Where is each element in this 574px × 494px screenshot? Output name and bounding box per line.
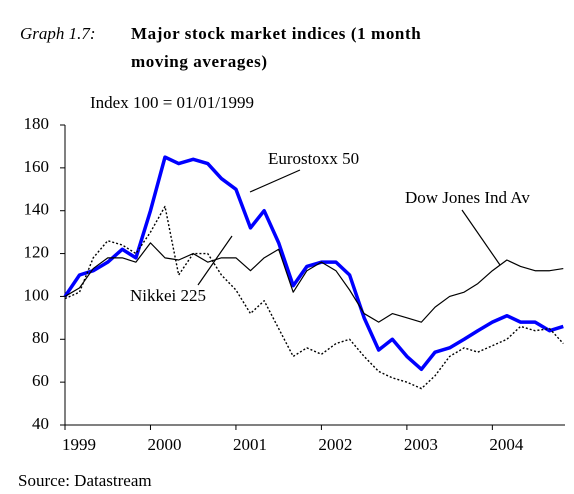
series-line xyxy=(64,242,564,323)
annotation-line xyxy=(461,209,501,266)
annotation-line xyxy=(249,169,301,193)
series-label: Eurostoxx 50 xyxy=(268,149,359,168)
series-label: Dow Jones Ind Av xyxy=(405,188,530,207)
y-tick-label: 80 xyxy=(32,328,49,347)
annotation-line xyxy=(197,235,233,286)
x-tick-label: 1999 xyxy=(62,435,96,454)
series-label: Nikkei 225 xyxy=(130,286,206,305)
x-tick-label: 2003 xyxy=(404,435,438,454)
source: Source: Datastream xyxy=(18,471,152,490)
y-tick-label: 60 xyxy=(32,371,49,390)
chart-title: Major stock market indices (1 month xyxy=(131,24,421,43)
subtitle: Index 100 = 01/01/1999 xyxy=(90,93,254,112)
x-tick-label: 2002 xyxy=(318,435,352,454)
y-tick-label: 160 xyxy=(24,157,50,176)
chart-title: moving averages) xyxy=(131,52,268,71)
y-tick-label: 180 xyxy=(24,114,50,133)
x-tick-label: 2000 xyxy=(147,435,181,454)
y-tick-label: 40 xyxy=(32,414,49,433)
y-tick-label: 140 xyxy=(24,200,50,219)
y-tick-label: 120 xyxy=(24,242,50,261)
title-label: Graph 1.7: xyxy=(20,24,96,43)
series-line xyxy=(64,205,564,390)
y-tick-label: 100 xyxy=(24,285,50,304)
x-tick-label: 2001 xyxy=(233,435,267,454)
series-line xyxy=(63,155,564,372)
x-tick-label: 2004 xyxy=(489,435,524,454)
